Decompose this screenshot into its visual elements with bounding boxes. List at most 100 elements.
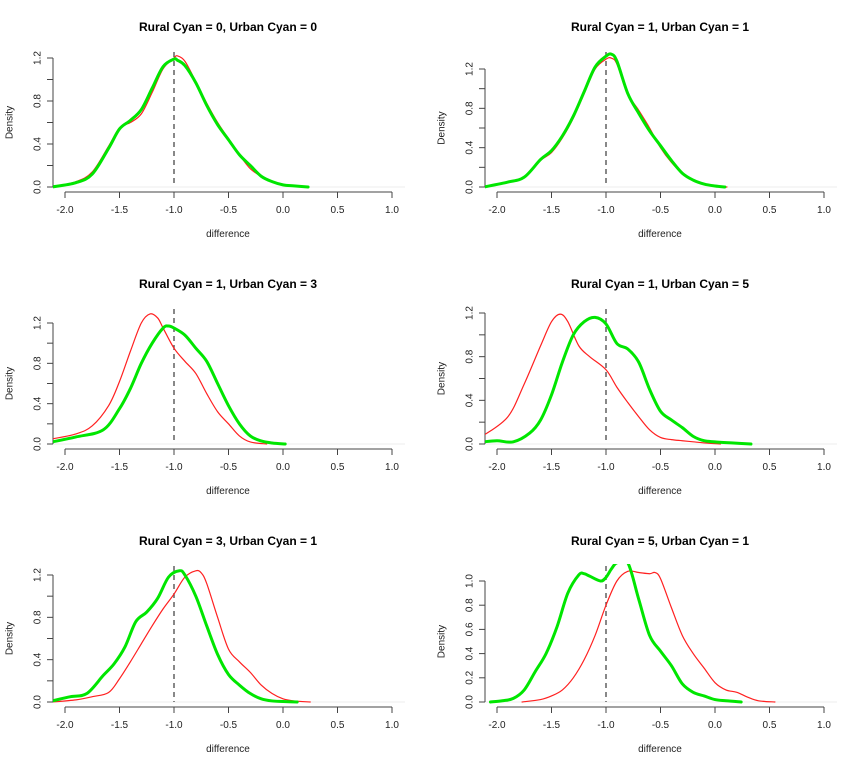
- y-axis-label: Density: [5, 367, 16, 400]
- y-tick-label: 0.0: [465, 437, 476, 451]
- density-curve-green: [485, 52, 727, 189]
- x-tick-label: -0.5: [220, 720, 238, 731]
- y-tick-label: 0.6: [465, 622, 476, 636]
- y-axis-label: Density: [437, 111, 448, 144]
- y-tick-label: 0.2: [465, 670, 476, 684]
- x-tick-label: -1.5: [111, 205, 129, 216]
- y-tick-label: 0.0: [33, 695, 44, 709]
- x-tick-label: -2.0: [56, 720, 74, 731]
- density-panel: Rural Cyan = 3, Urban Cyan = 1 0.0 0.4 0.8 1…: [5, 534, 405, 755]
- density-curve-green: [53, 324, 287, 446]
- y-axis-label: Density: [5, 622, 16, 655]
- x-tick-label: 0.5: [331, 205, 345, 216]
- x-tick-label: 0.5: [331, 462, 345, 473]
- x-tick-label: -0.5: [652, 720, 670, 731]
- x-tick-label: 1.0: [385, 720, 399, 731]
- panel-title: Rural Cyan = 3, Urban Cyan = 1: [139, 534, 317, 548]
- x-axis-label: difference: [638, 486, 682, 497]
- x-tick-label: -1.0: [597, 720, 615, 731]
- panel-title: Rural Cyan = 5, Urban Cyan = 1: [571, 534, 749, 548]
- y-tick-label: 0.4: [465, 393, 476, 407]
- x-tick-label: 1.0: [817, 205, 831, 216]
- panels-group: Rural Cyan = 0, Urban Cyan = 0 0.0 0.4 0.8 1…: [5, 20, 837, 755]
- density-panel: Rural Cyan = 0, Urban Cyan = 0 0.0 0.4 0.8 1…: [5, 20, 405, 240]
- x-tick-label: -2.0: [56, 462, 74, 473]
- x-tick-label: 0.0: [708, 720, 722, 731]
- density-curve-red: [485, 313, 722, 445]
- x-tick-label: 1.0: [817, 720, 831, 731]
- x-tick-label: -2.0: [56, 205, 74, 216]
- y-axis-label: Density: [437, 625, 448, 658]
- y-tick-label: 0.4: [33, 396, 44, 410]
- y-tick-label: 1.0: [465, 574, 476, 588]
- density-panel: Rural Cyan = 1, Urban Cyan = 3 0.0 0.4 0.8 1…: [5, 277, 405, 497]
- y-tick-label: 0.4: [465, 646, 476, 660]
- x-tick-label: -0.5: [220, 462, 238, 473]
- y-axis-label: Density: [5, 106, 16, 139]
- y-tick-label: 0.8: [465, 349, 476, 363]
- density-curve-green: [53, 57, 310, 189]
- x-axis-label: difference: [206, 486, 250, 497]
- y-tick-label: 0.0: [465, 695, 476, 709]
- y-tick-label: 0.8: [33, 610, 44, 624]
- density-panel: Rural Cyan = 5, Urban Cyan = 1 0.0 0.2 0.4 0…: [437, 534, 837, 755]
- density-curve-green: [488, 564, 743, 704]
- y-tick-label: 1.2: [33, 568, 44, 582]
- y-tick-label: 1.2: [465, 306, 476, 320]
- y-tick-label: 0.8: [33, 356, 44, 370]
- y-tick-label: 0.0: [33, 437, 44, 451]
- x-tick-label: 1.0: [817, 462, 831, 473]
- panel-title: Rural Cyan = 0, Urban Cyan = 0: [139, 20, 317, 34]
- x-tick-label: -1.0: [165, 720, 183, 731]
- x-tick-label: 1.0: [385, 205, 399, 216]
- y-tick-label: 0.8: [465, 101, 476, 115]
- x-tick-label: -1.5: [111, 462, 129, 473]
- density-curve-green: [53, 569, 299, 704]
- y-tick-label: 0.0: [465, 180, 476, 194]
- x-tick-label: -2.0: [488, 720, 506, 731]
- x-tick-label: -2.0: [488, 205, 506, 216]
- x-axis-label: difference: [206, 229, 250, 240]
- density-panel: Rural Cyan = 1, Urban Cyan = 5 0.0 0.4 0.8 1…: [437, 277, 837, 497]
- y-tick-label: 1.2: [465, 62, 476, 76]
- density-curve-green: [485, 315, 753, 446]
- density-curve-red: [53, 569, 311, 703]
- x-tick-label: 0.0: [276, 720, 290, 731]
- x-tick-label: 0.0: [708, 462, 722, 473]
- x-tick-label: -1.0: [165, 205, 183, 216]
- x-tick-label: -0.5: [652, 462, 670, 473]
- x-tick-label: -0.5: [652, 205, 670, 216]
- x-tick-label: -1.5: [543, 462, 561, 473]
- panel-title: Rural Cyan = 1, Urban Cyan = 5: [571, 277, 749, 291]
- y-tick-label: 0.4: [33, 137, 44, 151]
- panel-title: Rural Cyan = 1, Urban Cyan = 1: [571, 20, 749, 34]
- x-axis-label: difference: [638, 744, 682, 755]
- panel-title: Rural Cyan = 1, Urban Cyan = 3: [139, 277, 317, 291]
- y-tick-label: 0.8: [33, 94, 44, 108]
- x-tick-label: 1.0: [385, 462, 399, 473]
- y-tick-label: 0.4: [33, 652, 44, 666]
- x-tick-label: -1.5: [543, 205, 561, 216]
- y-tick-label: 0.4: [465, 140, 476, 154]
- y-axis-label: Density: [437, 362, 448, 395]
- y-tick-label: 1.2: [33, 316, 44, 330]
- x-tick-label: -1.0: [165, 462, 183, 473]
- x-tick-label: 0.5: [763, 205, 777, 216]
- x-tick-label: 0.0: [276, 205, 290, 216]
- x-tick-label: -1.0: [597, 205, 615, 216]
- density-curve-red: [521, 570, 776, 703]
- x-tick-label: 0.0: [276, 462, 290, 473]
- x-tick-label: -0.5: [220, 205, 238, 216]
- x-tick-label: -2.0: [488, 462, 506, 473]
- x-tick-label: 0.5: [331, 720, 345, 731]
- x-tick-label: 0.5: [763, 720, 777, 731]
- y-tick-label: 0.8: [465, 598, 476, 612]
- y-tick-label: 1.2: [33, 51, 44, 65]
- x-tick-label: -1.0: [597, 462, 615, 473]
- x-tick-label: 0.5: [763, 462, 777, 473]
- y-tick-label: 0.0: [33, 180, 44, 194]
- x-axis-label: difference: [638, 229, 682, 240]
- x-tick-label: 0.0: [708, 205, 722, 216]
